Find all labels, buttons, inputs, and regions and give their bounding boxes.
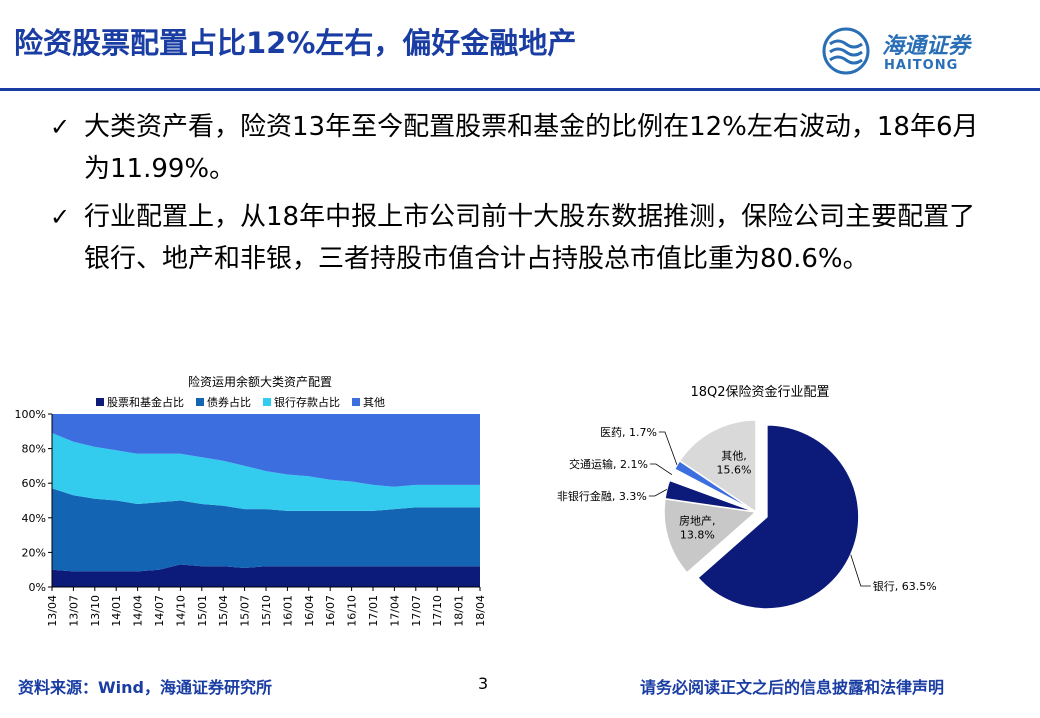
legend-swatch	[352, 398, 360, 406]
x-tick-label: 17/01	[367, 595, 380, 627]
haitong-logo: 海通证券 HAITONG	[818, 26, 1018, 76]
legend-swatch	[196, 398, 204, 406]
bullet-item: ✓ 行业配置上，从18年中报上市公司前十大股东数据推测，保险公司主要配置了银行、…	[50, 196, 1000, 280]
disclaimer-note: 请务必阅读正文之后的信息披露和法律声明	[640, 678, 945, 697]
pie-label: 银行, 63.5%	[873, 579, 937, 593]
area-chart-x-axis: 13/04 13/07 13/10 14/01 14/04 14/07 14/10 15/01…	[46, 586, 487, 627]
bullet-text: 行业配置上，从18年中报上市公司前十大股东数据推测，保险公司主要配置了银行、地产…	[84, 202, 976, 274]
x-tick-label: 13/10	[89, 595, 102, 627]
legend-label: 其他	[363, 396, 385, 409]
industry-pie-chart: 18Q2保险资金行业配置 银行, 63.5% 房地产,13.8% 非银行金融, 3.…	[557, 384, 937, 610]
pie-label: 其他,	[721, 449, 747, 462]
x-tick-label: 15/01	[196, 595, 209, 627]
x-tick-label: 16/01	[281, 595, 294, 627]
pie-slice-银行	[696, 424, 860, 610]
pie-label: 房地产,	[679, 513, 716, 527]
leader-line	[649, 463, 673, 476]
area-series-银行存款占比	[52, 433, 480, 511]
check-icon: ✓	[50, 203, 71, 231]
x-tick-label: 14/10	[174, 595, 187, 627]
x-tick-label: 16/07	[324, 595, 337, 627]
haitong-logo-icon	[822, 27, 870, 75]
pie-label: 交通运输, 2.1%	[569, 457, 648, 471]
pie-label: 15.6%	[717, 463, 752, 476]
x-tick-label: 15/07	[239, 595, 252, 627]
pie-labels: 银行, 63.5% 房地产,13.8% 非银行金融, 3.3% 交通运输, 2.1% 医…	[557, 426, 937, 593]
area-chart-plot	[52, 414, 480, 587]
x-tick-label: 13/04	[46, 595, 59, 627]
x-tick-label: 14/07	[153, 595, 166, 627]
area-chart-y-axis: 0% 20% 40% 60% 80% 100%	[15, 408, 53, 594]
x-tick-label: 15/10	[260, 595, 273, 627]
logo-chinese-text: 海通证券	[882, 34, 971, 59]
leader-line	[648, 489, 668, 497]
legend-label: 债券占比	[207, 395, 251, 409]
bullet-item: ✓ 大类资产看，险资13年至今配置股票和基金的比例在12%左右波动，18年6月为…	[50, 106, 1000, 190]
pie-slice-其他	[678, 419, 757, 514]
y-tick-label: 40%	[22, 512, 46, 525]
area-chart-title: 险资运用余额大类资产配置	[188, 374, 332, 389]
leader-line	[658, 431, 678, 466]
logo-english-text: HAITONG	[884, 58, 959, 73]
x-tick-label: 18/04	[474, 595, 487, 627]
y-tick-label: 80%	[22, 443, 46, 456]
legend-label: 银行存款占比	[274, 395, 340, 409]
y-tick-label: 0%	[29, 581, 46, 594]
source-note: 资料来源：Wind，海通证券研究所	[18, 678, 272, 697]
y-tick-label: 100%	[15, 408, 46, 421]
pie-slice-房地产	[663, 497, 758, 574]
x-tick-label: 18/01	[453, 595, 466, 627]
x-tick-label: 16/10	[346, 595, 359, 627]
legend-swatch	[96, 398, 104, 406]
bullet-text: 大类资产看，险资13年至今配置股票和基金的比例在12%左右波动，18年6月为11…	[84, 112, 979, 184]
header-rule	[0, 88, 1040, 91]
pie-label: 13.8%	[680, 528, 715, 541]
check-icon: ✓	[50, 113, 71, 141]
area-series-其他	[52, 414, 480, 487]
allocation-area-chart: 险资运用余额大类资产配置 股票和基金占比 债券占比 银行存款占比 其他 0% 20% 40…	[15, 374, 487, 627]
pie-chart-title: 18Q2保险资金行业配置	[690, 384, 829, 400]
x-tick-label: 13/07	[67, 595, 80, 627]
y-tick-label: 20%	[22, 546, 46, 559]
page-title: 险资股票配置占比12%左右，偏好金融地产	[14, 26, 577, 60]
x-tick-label: 17/04	[388, 595, 401, 627]
leader-line	[850, 554, 871, 587]
x-tick-label: 14/04	[132, 595, 145, 627]
page-number: 3	[478, 674, 489, 693]
pie-slices	[663, 419, 860, 610]
y-tick-label: 60%	[22, 477, 46, 490]
area-series-股票和基金占比	[52, 564, 480, 587]
area-chart-legend: 股票和基金占比 债券占比 银行存款占比 其他	[96, 395, 385, 409]
legend-label: 股票和基金占比	[107, 395, 184, 409]
legend-swatch	[263, 398, 271, 406]
pie-label: 非银行金融, 3.3%	[557, 489, 647, 503]
x-tick-label: 17/10	[431, 595, 444, 627]
x-tick-label: 15/04	[217, 595, 230, 627]
area-series-债券占比	[52, 488, 480, 572]
bullet-list: ✓ 大类资产看，险资13年至今配置股票和基金的比例在12%左右波动，18年6月为…	[50, 106, 1000, 286]
x-tick-label: 16/04	[303, 595, 316, 627]
x-tick-label: 14/01	[110, 595, 123, 627]
pie-label: 医药, 1.7%	[600, 426, 657, 439]
x-tick-label: 17/07	[410, 595, 423, 627]
